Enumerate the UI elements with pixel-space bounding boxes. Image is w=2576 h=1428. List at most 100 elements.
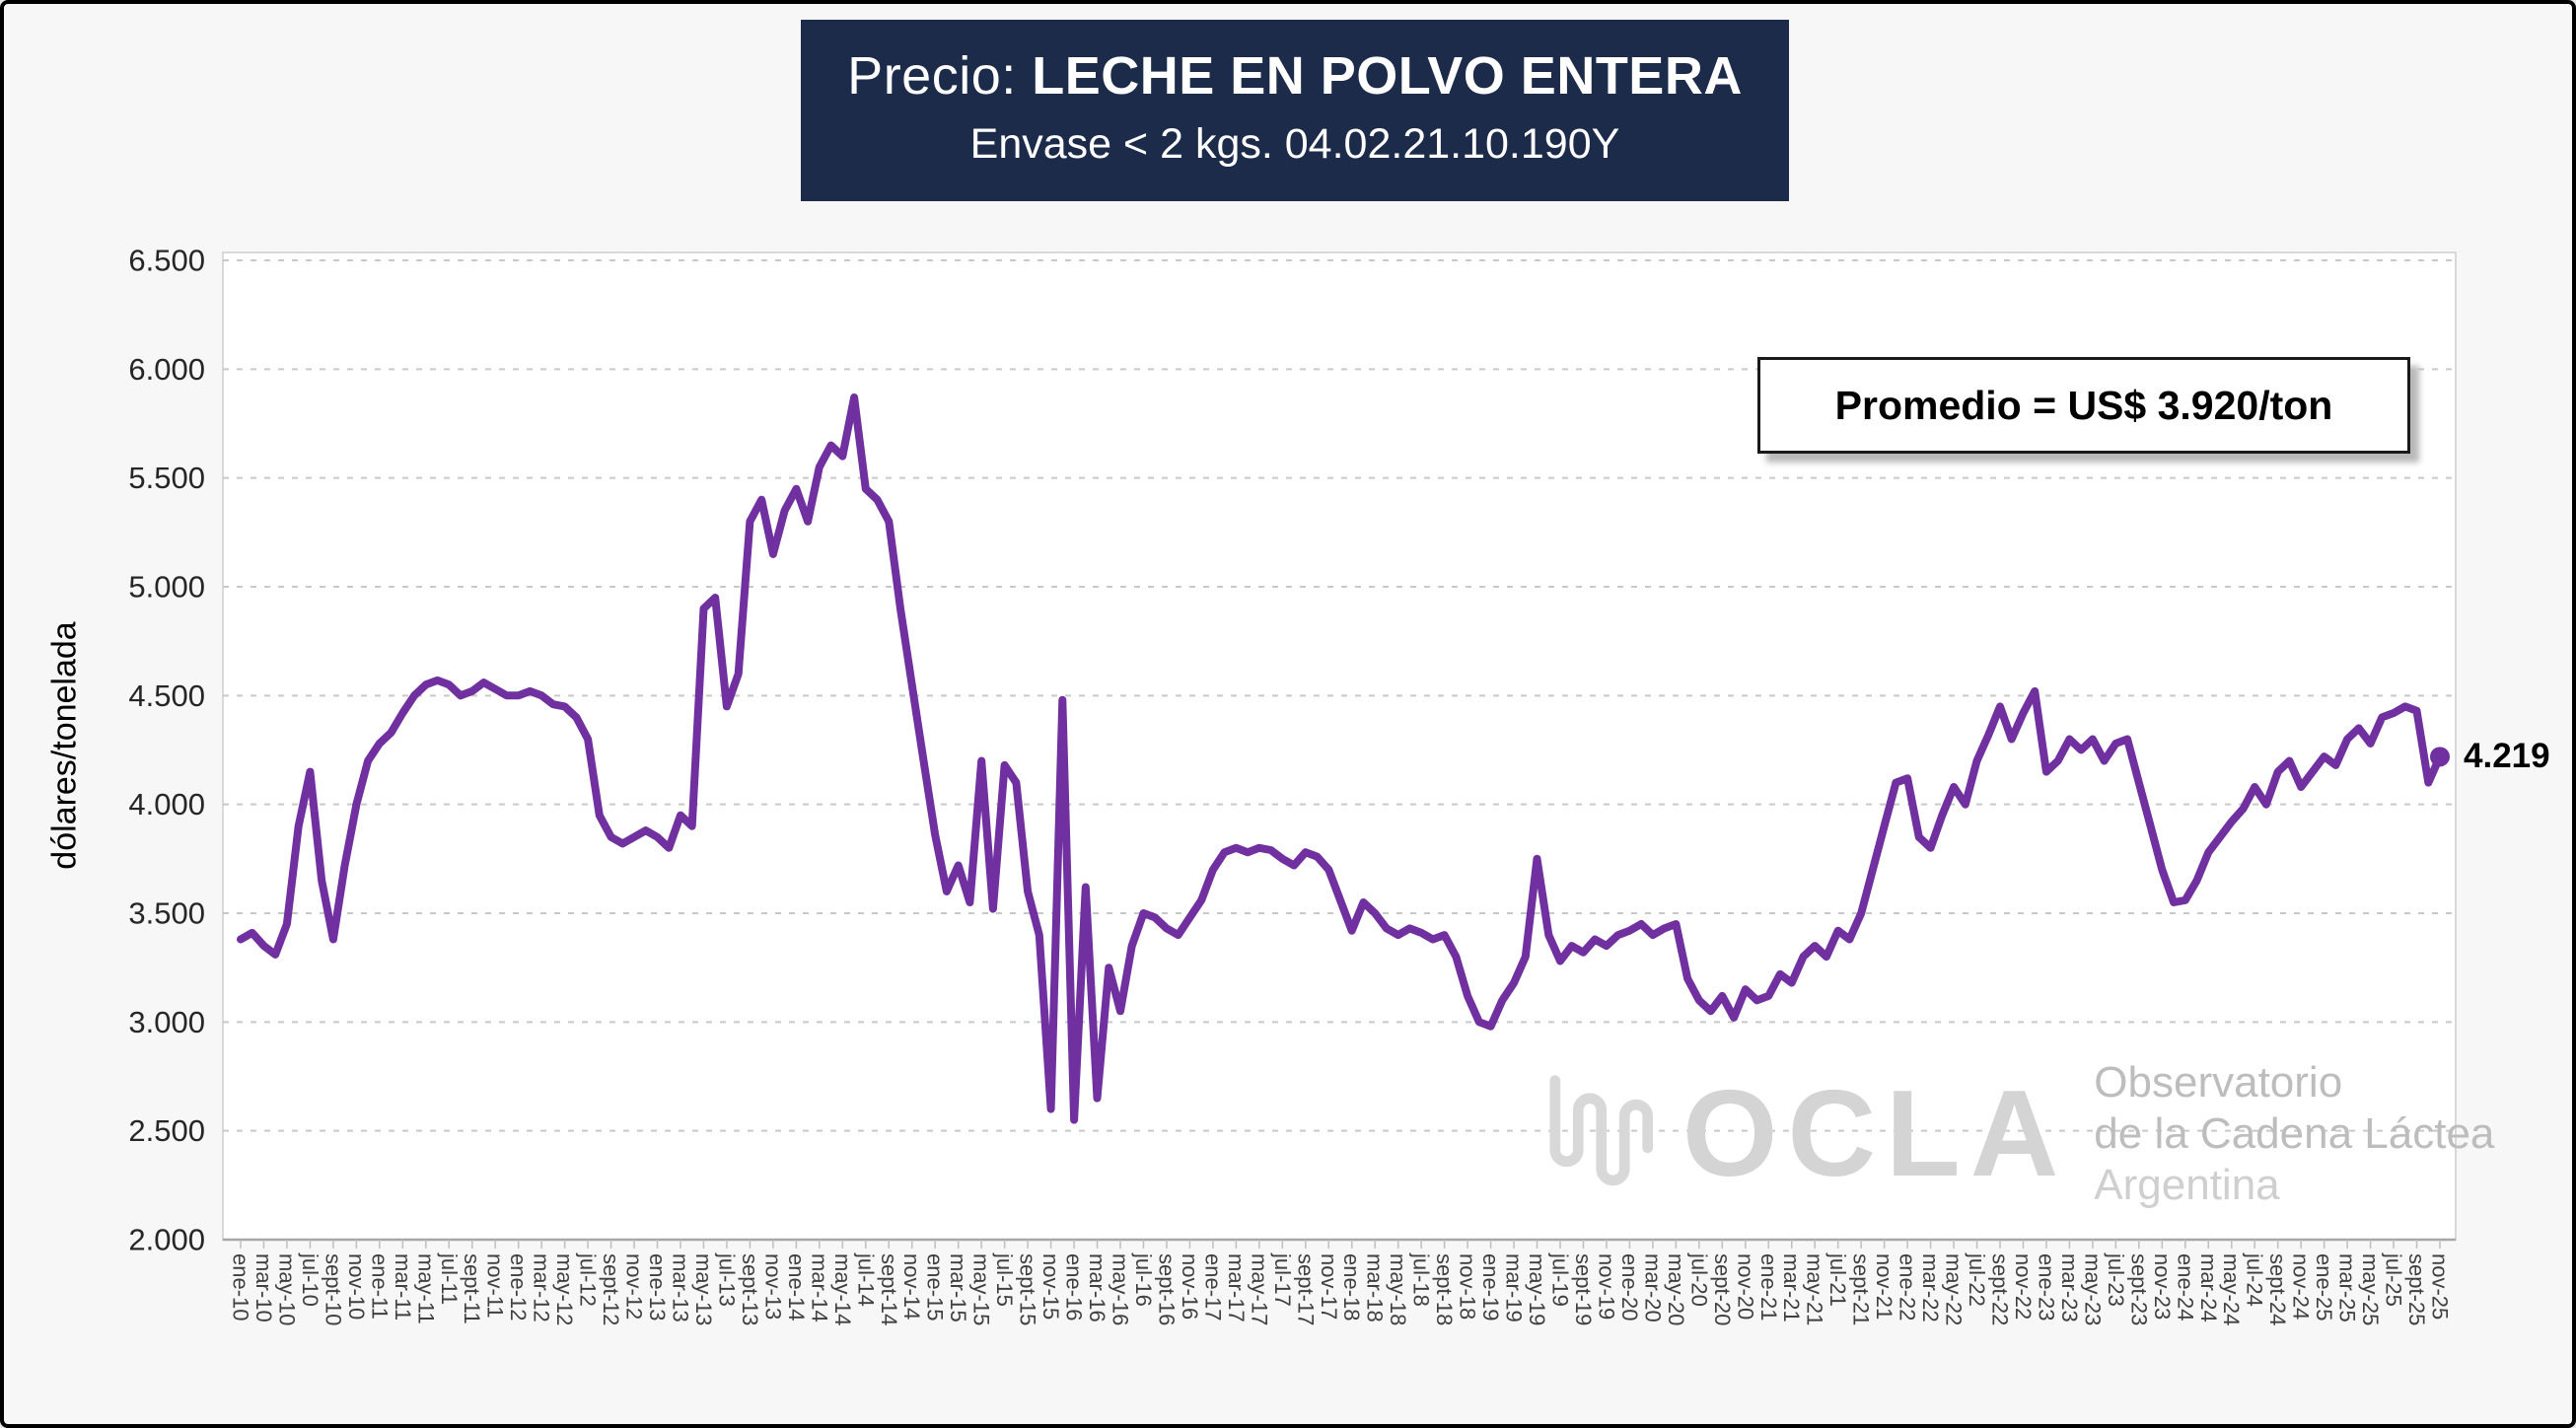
ocla-logo-icon (1549, 1075, 1653, 1186)
x-tick-label: mar-21 (1779, 1253, 1804, 1322)
x-tick-label: ene-19 (1478, 1253, 1503, 1321)
x-tick-label: ene-12 (506, 1253, 531, 1321)
y-tick-label: 3.500 (128, 896, 205, 931)
chart-title-box: Precio: LECHE EN POLVO ENTERA Envase < 2… (801, 20, 1789, 201)
average-annotation-box: Promedio = US$ 3.920/ton (1757, 357, 2410, 454)
x-tick-label: jul-23 (2104, 1252, 2128, 1307)
ocla-watermark: OCLA Observatorio de la Cadena Láctea Ar… (1542, 1057, 2494, 1211)
x-tick-label: may-10 (274, 1253, 299, 1325)
x-tick-label: ene-11 (367, 1253, 392, 1320)
x-tick-label: mar-19 (1502, 1253, 1527, 1322)
x-tick-label: may-11 (413, 1253, 438, 1324)
x-tick-label: mar-22 (1918, 1253, 1943, 1322)
x-tick-label: jul-24 (2243, 1252, 2267, 1307)
y-tick-label: 4.500 (128, 678, 205, 713)
x-tick-label: may-13 (691, 1253, 716, 1325)
x-tick-label: ene-25 (2312, 1253, 2336, 1321)
chart-title-main: LECHE EN POLVO ENTERA (1032, 46, 1743, 106)
x-tick-label: nov-18 (1456, 1253, 1480, 1320)
x-tick-label: ene-17 (1200, 1253, 1225, 1321)
x-tick-label: nov-25 (2428, 1253, 2453, 1320)
x-tick-label: sept-11 (460, 1253, 484, 1324)
ocla-tagline-line2: de la Cadena Láctea (2094, 1108, 2495, 1158)
x-tick-label: mar-12 (530, 1253, 554, 1322)
x-tick-label: jul-16 (1131, 1252, 1156, 1307)
x-tick-label: may-24 (2219, 1253, 2244, 1325)
y-tick-label: 2.000 (128, 1223, 205, 1257)
x-tick-label: jul-18 (1409, 1252, 1434, 1307)
x-tick-label: jul-19 (1548, 1252, 1573, 1307)
x-tick-label: sept-17 (1293, 1253, 1318, 1325)
y-tick-label: 3.000 (128, 1005, 205, 1039)
x-tick-label: mar-15 (946, 1253, 970, 1322)
x-tick-label: ene-23 (2034, 1253, 2058, 1321)
x-tick-label: nov-10 (344, 1253, 369, 1320)
x-tick-label: mar-18 (1363, 1253, 1388, 1322)
x-tick-label: ene-10 (229, 1253, 253, 1321)
y-tick-label: 6.000 (128, 352, 205, 387)
x-tick-label: sept-22 (1988, 1253, 2013, 1325)
x-tick-label: jul-25 (2382, 1252, 2406, 1307)
x-tick-label: ene-16 (1062, 1253, 1087, 1321)
x-tick-label: sept-23 (2126, 1253, 2151, 1325)
x-tick-label: ene-15 (923, 1253, 948, 1321)
x-tick-label: mar-11 (391, 1253, 415, 1321)
x-tick-label: jul-21 (1825, 1252, 1850, 1307)
x-tick-label: may-14 (830, 1253, 855, 1325)
x-tick-label: sept-20 (1710, 1253, 1735, 1325)
x-tick-label: sept-19 (1571, 1253, 1596, 1325)
chart-subtitle: Envase < 2 kgs. 04.02.21.10.190Y (969, 120, 1620, 168)
price-line (237, 393, 2444, 1124)
x-tick-label: may-23 (2080, 1253, 2105, 1325)
x-tick-label: sept-10 (321, 1253, 345, 1325)
price-line-chart: 2.000 2.500 3.000 3.500 4.000 4.500 5.000 5.500… (128, 244, 2457, 1325)
x-tick-label: may-21 (1803, 1253, 1827, 1325)
x-tick-label: ene-22 (1896, 1253, 1920, 1321)
x-tick-label: mar-14 (807, 1253, 831, 1322)
x-tick-label: mar-24 (2196, 1253, 2221, 1322)
x-tick-label: may-22 (1942, 1253, 1967, 1325)
x-tick-label: ene-24 (2173, 1253, 2197, 1321)
x-tick-label: mar-10 (251, 1253, 276, 1322)
x-tick-label: may-20 (1664, 1253, 1688, 1325)
x-tick-label: sept-24 (2265, 1253, 2290, 1325)
x-tick-label: sept-21 (1849, 1253, 1874, 1325)
x-tick-label: jul-22 (1965, 1252, 1989, 1307)
x-tick-label: nov-16 (1178, 1253, 1202, 1320)
y-tick-label: 5.500 (128, 461, 205, 495)
x-tick-label: ene-13 (645, 1253, 670, 1321)
x-tick-label: nov-23 (2150, 1253, 2175, 1320)
x-tick-label: jul-20 (1686, 1252, 1711, 1307)
x-tick-label: nov-17 (1317, 1253, 1341, 1320)
y-tick-label: 4.000 (128, 787, 205, 821)
x-tick-label: nov-24 (2289, 1253, 2314, 1320)
x-tick-label: may-16 (1109, 1253, 1133, 1325)
x-tick-label: nov-12 (622, 1253, 647, 1320)
x-tick-label: may-25 (2358, 1253, 2383, 1325)
x-tick-label: jul-12 (576, 1252, 601, 1307)
ocla-brand-text: OCLA (1682, 1065, 2069, 1202)
x-tick-label: ene-14 (784, 1253, 809, 1321)
x-tick-label: sept-15 (1016, 1253, 1040, 1325)
x-tick-label: may-17 (1247, 1253, 1271, 1325)
y-tick-label: 2.500 (128, 1113, 205, 1148)
x-tick-label: mar-13 (669, 1253, 693, 1322)
x-tick-label: ene-21 (1756, 1253, 1781, 1321)
x-tick-label: nov-21 (1872, 1253, 1896, 1320)
x-tick-label: nov-22 (2011, 1253, 2036, 1320)
y-tick-label: 6.500 (128, 244, 205, 278)
ocla-tagline-line1: Observatorio (2094, 1058, 2343, 1107)
ocla-tagline-line3: Argentina (2094, 1160, 2280, 1209)
x-tick-label: jul-17 (1270, 1252, 1295, 1307)
x-tick-label: jul-11 (437, 1252, 462, 1305)
x-tick-label: may-12 (552, 1253, 577, 1325)
x-tick-label: may-18 (1386, 1253, 1410, 1325)
x-tick-label: jul-10 (298, 1252, 322, 1307)
x-tick-label: jul-14 (853, 1252, 878, 1307)
x-tick-label: sept-18 (1432, 1253, 1457, 1325)
x-tick-label: may-19 (1525, 1253, 1549, 1325)
x-tick-label: mar-25 (2335, 1253, 2360, 1322)
x-tick-label: jul-13 (714, 1252, 739, 1307)
last-point-marker (2430, 747, 2450, 767)
